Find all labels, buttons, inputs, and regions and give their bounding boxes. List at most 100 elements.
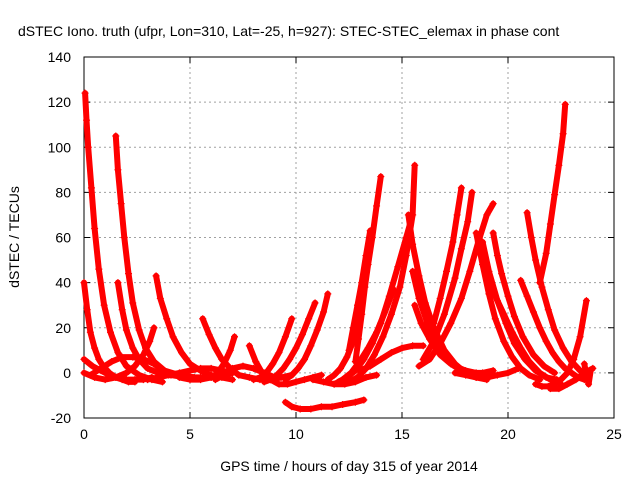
data-point	[83, 116, 91, 124]
data-point	[101, 376, 109, 384]
data-point	[122, 376, 130, 384]
data-point	[430, 337, 438, 345]
data-point	[472, 373, 480, 381]
data-point	[559, 344, 567, 352]
x-axis-label: GPS time / hours of day 315 of year 2014	[220, 458, 478, 474]
data-point	[504, 369, 512, 377]
data-point	[86, 328, 94, 336]
series-3	[112, 132, 198, 381]
data-point	[144, 376, 152, 384]
chart-title: dSTEC Iono. truth (ufpr, Lon=310, Lat=-2…	[18, 23, 559, 39]
data-point	[125, 270, 133, 278]
data-point	[296, 405, 304, 413]
data-point	[370, 351, 378, 359]
data-point	[207, 364, 215, 372]
data-point	[353, 301, 361, 309]
data-point	[464, 218, 472, 226]
data-point	[112, 373, 120, 381]
series-trace	[246, 342, 325, 388]
data-point	[570, 355, 578, 363]
series-trace	[346, 227, 374, 354]
series-35	[489, 229, 559, 377]
series-5	[80, 324, 158, 384]
data-point	[129, 299, 137, 307]
data-point	[555, 358, 563, 366]
data-point	[546, 385, 554, 393]
data-point	[546, 376, 554, 384]
data-point	[538, 283, 546, 291]
data-point	[563, 369, 571, 377]
data-point	[542, 337, 550, 345]
data-point	[500, 310, 508, 318]
y-tick-label: 140	[48, 49, 72, 65]
data-point	[311, 299, 319, 307]
data-point	[551, 326, 559, 334]
data-point	[360, 355, 368, 363]
y-tick-label: 120	[48, 94, 72, 110]
data-point	[117, 200, 125, 208]
data-point	[557, 376, 565, 384]
data-point	[279, 364, 287, 372]
data-point	[508, 353, 516, 361]
series-39	[532, 297, 590, 390]
data-point	[235, 371, 243, 379]
data-point	[156, 294, 164, 302]
data-point	[114, 279, 122, 287]
data-point	[286, 355, 294, 363]
data-point	[555, 161, 563, 169]
data-point	[307, 405, 315, 413]
data-point	[523, 292, 531, 300]
data-point	[313, 326, 321, 334]
data-point	[417, 319, 425, 327]
data-point	[457, 245, 465, 253]
data-point	[508, 328, 516, 336]
series-trace	[282, 290, 331, 383]
data-point	[281, 398, 289, 406]
series-16	[281, 290, 332, 384]
data-point	[443, 267, 451, 275]
data-point	[436, 294, 444, 302]
data-point	[559, 130, 567, 138]
data-point	[267, 376, 275, 384]
data-point	[373, 371, 381, 379]
data-point	[387, 349, 395, 357]
data-point	[349, 324, 357, 332]
data-point	[358, 310, 366, 318]
data-point	[205, 331, 213, 339]
series-17	[281, 396, 368, 413]
data-point	[100, 301, 108, 309]
data-point	[122, 362, 130, 370]
data-point	[112, 132, 120, 140]
data-point	[144, 364, 152, 372]
data-point	[156, 364, 164, 372]
y-tick-label: 60	[55, 230, 71, 246]
data-point	[163, 315, 171, 323]
data-point	[525, 371, 533, 379]
data-point	[404, 211, 412, 219]
data-point	[107, 328, 114, 336]
data-point	[466, 267, 474, 275]
y-tick-label: 80	[55, 184, 71, 200]
data-point	[419, 355, 427, 363]
data-point	[523, 209, 531, 217]
data-point	[199, 315, 207, 323]
data-point	[343, 353, 351, 361]
data-point	[362, 373, 370, 381]
data-point	[186, 367, 194, 375]
y-axis-label: dSTEC / TECUs	[6, 186, 22, 288]
data-point	[536, 376, 544, 384]
data-point	[154, 373, 162, 381]
data-point	[84, 143, 92, 151]
data-point	[175, 373, 183, 381]
data-point	[129, 353, 137, 361]
data-point	[87, 184, 95, 192]
data-point	[436, 351, 444, 359]
data-point	[366, 362, 374, 370]
data-point	[275, 349, 283, 357]
data-point	[83, 306, 91, 314]
data-point	[250, 364, 258, 372]
data-point	[334, 378, 342, 386]
data-point	[540, 362, 548, 370]
data-point	[551, 191, 559, 199]
x-tick-label: 20	[500, 426, 516, 442]
